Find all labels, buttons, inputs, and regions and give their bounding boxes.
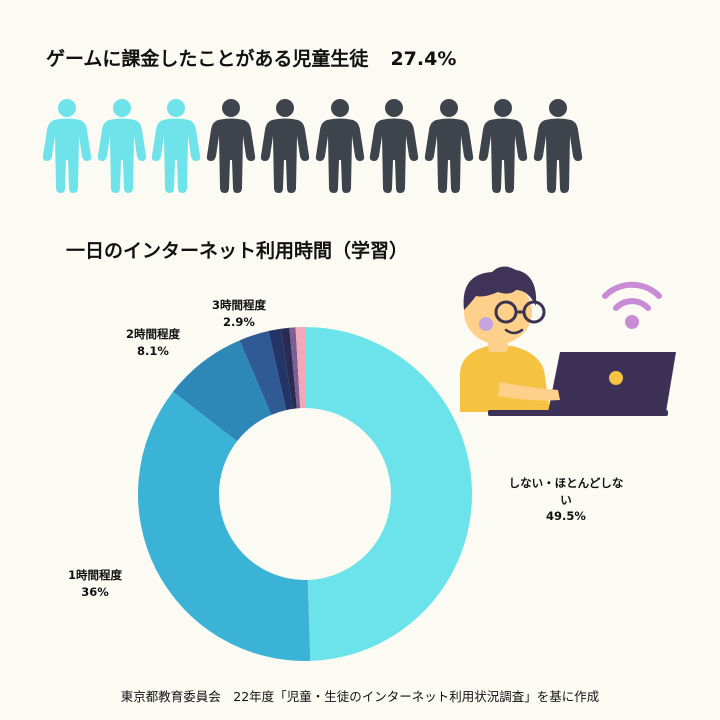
chart-title: 一日のインターネット利用時間（学習）	[66, 240, 409, 262]
person-icon	[533, 99, 582, 193]
stat-label: ゲームに課金したことがある児童生徒	[46, 48, 369, 70]
hair-shape	[463, 266, 537, 310]
slice-label-3: 3時間程度 2.9%	[212, 297, 266, 330]
wifi-icon	[602, 281, 662, 329]
stat-heading: ゲームに課金したことがある児童生徒 27.4%	[46, 44, 456, 71]
person-icon-highlighted	[97, 99, 146, 193]
slice-label-2: 2時間程度 8.1%	[126, 326, 180, 359]
slice-label-1: 1時間程度 36%	[68, 567, 122, 600]
donut-slice-0	[305, 327, 473, 661]
cheek-shape	[479, 317, 493, 331]
shirt-shape	[460, 346, 550, 412]
mouth-shape	[504, 328, 524, 335]
slice-label-2-name: 2時間程度	[126, 327, 181, 341]
slice-label-1-name: 1時間程度	[68, 568, 123, 582]
person-icon	[206, 99, 255, 193]
donut-slice-6	[289, 327, 301, 409]
donut-slice-4	[268, 328, 293, 411]
source-footer: 東京都教育委員会 22年度「児童・生徒のインターネット利用状況調査」を基に作成	[120, 689, 600, 704]
slice-label-0-name: しない・ほとんどしない	[508, 476, 624, 507]
slice-label-3-value: 2.9%	[223, 314, 255, 329]
slice-label-0: しない・ほとんどしない 49.5%	[504, 475, 628, 525]
glasses-icon	[494, 300, 546, 324]
slice-label-1-value: 36%	[81, 584, 109, 599]
donut-slice-3	[239, 331, 287, 415]
slice-label-3-name: 3時間程度	[212, 298, 267, 312]
person-icon	[478, 99, 528, 193]
donut-slice-5	[280, 327, 297, 409]
person-icon	[369, 99, 419, 193]
donut-slice-7	[295, 327, 305, 409]
person-icon-highlighted	[151, 99, 201, 193]
arm-shape	[498, 382, 560, 401]
slice-label-0-value: 49.5%	[546, 509, 586, 524]
donut-slice-1	[138, 391, 311, 661]
person-icon-highlighted	[42, 99, 92, 193]
person-icon	[424, 99, 473, 193]
person-icon	[260, 99, 310, 193]
people-icon-row	[42, 98, 602, 198]
donut-slice-2	[173, 340, 272, 442]
person-icon	[315, 99, 364, 193]
stat-percent: 27.4%	[390, 48, 457, 70]
laptop-logo-icon	[609, 371, 623, 385]
slice-label-2-value: 8.1%	[137, 343, 169, 358]
child-with-laptop-illustration	[460, 266, 676, 416]
laptop-base-shape	[488, 410, 668, 416]
